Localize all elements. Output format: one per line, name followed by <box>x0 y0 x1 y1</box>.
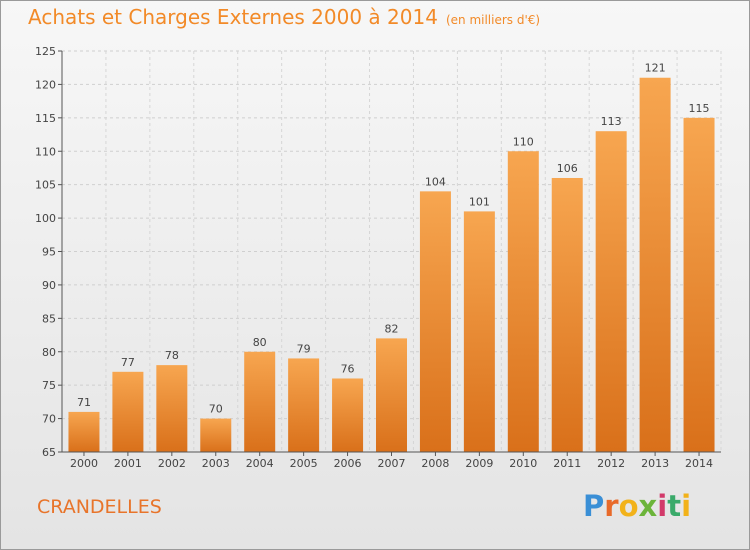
x-tick-label: 2013 <box>641 457 669 470</box>
bar-value-label: 104 <box>425 175 446 188</box>
bar <box>112 371 144 452</box>
bar-value-label: 82 <box>385 322 399 335</box>
bar-value-label: 71 <box>77 396 91 409</box>
y-tick-label: 105 <box>35 179 56 192</box>
bar <box>68 411 100 452</box>
bar <box>244 351 276 452</box>
labels-layer: 71 77 78 70 80 79 76 82 104 101 110 106 113 121 115 <box>77 62 710 416</box>
x-tick-label: 2000 <box>70 457 98 470</box>
y-tick-label: 115 <box>35 112 56 125</box>
y-tick-label: 75 <box>42 379 56 392</box>
y-tick-label: 95 <box>42 246 56 259</box>
x-tick-label: 2004 <box>246 457 274 470</box>
x-tick-label: 2014 <box>685 457 713 470</box>
bar <box>507 151 539 452</box>
y-tick-label: 125 <box>35 45 56 58</box>
bar-value-label: 101 <box>469 195 490 208</box>
bar-value-label: 70 <box>209 403 223 416</box>
axis-layer: 65 70 75 80 85 90 95 100 105 110 115 120 125 2000 2001… <box>35 45 721 470</box>
bar-value-label: 115 <box>689 102 710 115</box>
bar-value-label: 121 <box>645 62 666 75</box>
bar-value-label: 80 <box>253 336 267 349</box>
x-tick-label: 2008 <box>421 457 449 470</box>
y-tick-label: 65 <box>42 446 56 459</box>
bar <box>376 338 407 452</box>
bar <box>463 211 495 452</box>
bar <box>200 418 232 452</box>
x-tick-label: 2009 <box>465 457 493 470</box>
bar-value-label: 78 <box>165 349 179 362</box>
x-tick-label: 2005 <box>290 457 318 470</box>
x-tick-label: 2007 <box>378 457 406 470</box>
x-tick-label: 2003 <box>202 457 230 470</box>
y-tick-label: 70 <box>42 413 56 426</box>
x-tick-label: 2002 <box>158 457 186 470</box>
bar <box>288 358 320 452</box>
y-tick-label: 85 <box>42 312 56 325</box>
bar <box>156 365 188 452</box>
bar <box>639 77 671 452</box>
proxiti-logo[interactable]: Proxiti <box>583 489 692 523</box>
y-tick-label: 90 <box>42 279 56 292</box>
commune-name: CRANDELLES <box>37 496 162 518</box>
bar-value-label: 79 <box>297 342 311 355</box>
chart-unit: (en milliers d'€) <box>445 13 541 27</box>
x-tick-label: 2012 <box>597 457 625 470</box>
y-tick-label: 100 <box>35 212 56 225</box>
x-tick-label: 2010 <box>509 457 537 470</box>
bar <box>683 117 715 452</box>
bar-value-label: 110 <box>513 135 534 148</box>
chart-title: Achats et Charges Externes 2000 à 2014 <box>28 5 438 29</box>
bar <box>551 177 583 452</box>
y-tick-label: 120 <box>35 78 56 91</box>
bar-value-label: 106 <box>557 162 578 175</box>
y-tick-label: 110 <box>35 145 56 158</box>
bar <box>419 191 451 452</box>
title-row: Achats et Charges Externes 2000 à 2014 (e… <box>28 5 540 29</box>
y-tick-label: 80 <box>42 346 56 359</box>
bars-layer <box>68 77 715 452</box>
x-tick-label: 2006 <box>334 457 362 470</box>
x-tick-label: 2011 <box>553 457 581 470</box>
bar-value-label: 77 <box>121 356 135 369</box>
bar-value-label: 76 <box>341 362 355 375</box>
bar <box>595 131 627 452</box>
bar <box>332 378 364 452</box>
bar-value-label: 113 <box>601 115 622 128</box>
x-tick-label: 2001 <box>114 457 142 470</box>
